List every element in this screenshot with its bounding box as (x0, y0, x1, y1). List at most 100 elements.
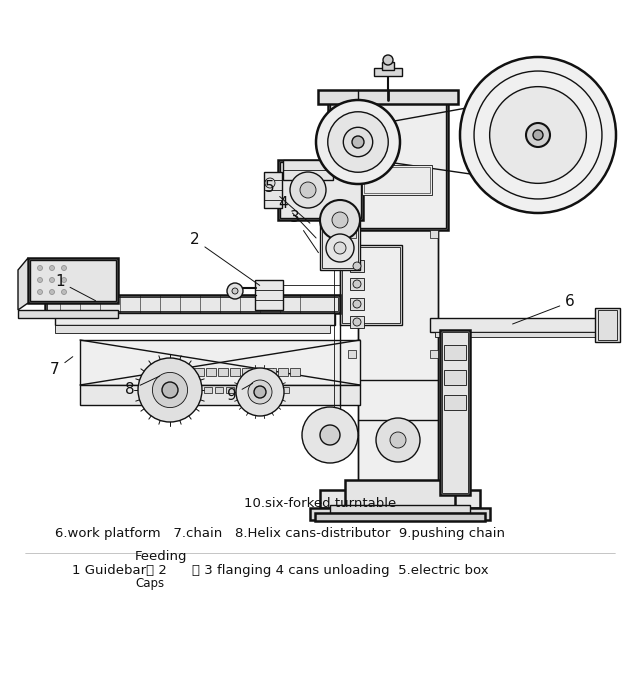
Circle shape (61, 277, 67, 283)
Bar (255, 280, 283, 310)
Bar (194, 368, 204, 376)
Bar (278, 368, 288, 376)
Bar (55, 325, 330, 333)
Circle shape (352, 136, 364, 148)
Text: 7: 7 (50, 357, 73, 378)
Bar (80, 385, 360, 405)
Text: 1 Guidebar； 2: 1 Guidebar； 2 (72, 564, 167, 577)
Text: 1: 1 (55, 275, 95, 301)
Bar (340, 245, 402, 325)
Circle shape (332, 212, 348, 228)
Circle shape (353, 318, 361, 326)
Circle shape (227, 283, 243, 299)
Bar (350, 298, 364, 310)
Bar (320, 220, 360, 270)
Bar (182, 368, 192, 376)
Bar (440, 330, 470, 495)
Bar (254, 368, 264, 376)
Circle shape (138, 358, 202, 422)
Bar (444, 395, 466, 410)
Bar (430, 318, 600, 332)
Bar (444, 345, 466, 360)
Bar (350, 316, 364, 328)
Circle shape (328, 112, 388, 172)
Circle shape (248, 380, 272, 404)
Text: Caps: Caps (135, 577, 164, 590)
Bar (204, 387, 212, 393)
Bar (30, 260, 116, 301)
Bar (382, 62, 394, 70)
Circle shape (334, 242, 346, 254)
Bar (444, 370, 466, 385)
Bar (18, 310, 118, 318)
Bar (270, 387, 278, 393)
Bar (442, 332, 468, 493)
Bar (80, 340, 360, 385)
Bar (264, 172, 282, 208)
Bar (266, 368, 276, 376)
Bar (348, 230, 356, 238)
Text: 6.work platform   7.chain   8.Helix cans-distributor  9.pushing chain: 6.work platform 7.chain 8.Helix cans-dis… (55, 527, 505, 540)
Bar (435, 332, 595, 337)
Bar (283, 160, 333, 180)
Circle shape (162, 382, 178, 398)
Text: 3: 3 (290, 210, 319, 253)
Circle shape (326, 234, 354, 262)
Bar (364, 167, 430, 193)
Circle shape (526, 123, 550, 147)
Bar (206, 368, 216, 376)
Bar (350, 260, 364, 272)
Bar (318, 90, 458, 104)
Circle shape (533, 130, 543, 140)
Bar (45, 295, 340, 313)
Bar (315, 513, 485, 521)
Bar (330, 102, 446, 228)
Circle shape (460, 57, 616, 213)
Bar (55, 313, 335, 325)
Circle shape (320, 200, 360, 240)
Bar (430, 350, 438, 358)
Circle shape (61, 266, 67, 271)
Bar (47, 297, 338, 311)
Bar (350, 278, 364, 290)
Circle shape (38, 290, 42, 294)
Circle shape (265, 178, 275, 188)
Bar (328, 100, 448, 230)
Text: 8: 8 (125, 376, 159, 397)
Bar (28, 258, 118, 303)
Circle shape (300, 182, 316, 198)
Circle shape (236, 368, 284, 416)
Bar (242, 368, 252, 376)
Circle shape (343, 127, 372, 157)
Bar (320, 490, 480, 508)
Bar (237, 387, 245, 393)
Text: 2: 2 (190, 233, 260, 285)
Bar (430, 230, 438, 238)
Circle shape (376, 418, 420, 462)
Bar (330, 505, 470, 513)
Bar (290, 368, 300, 376)
Text: 6: 6 (513, 294, 575, 324)
Text: 9: 9 (227, 383, 253, 403)
Bar (248, 387, 256, 393)
Text: 5: 5 (265, 180, 310, 223)
Text: Feeding: Feeding (135, 550, 188, 563)
Text: 10.six-forked turntable: 10.six-forked turntable (244, 497, 396, 510)
Circle shape (49, 290, 54, 294)
Bar (322, 222, 358, 268)
Circle shape (490, 87, 586, 183)
Circle shape (320, 425, 340, 445)
Circle shape (61, 290, 67, 294)
Circle shape (38, 266, 42, 271)
Bar (259, 387, 267, 393)
Bar (280, 162, 361, 218)
Circle shape (254, 386, 266, 398)
Bar (215, 387, 223, 393)
Bar (230, 368, 240, 376)
Circle shape (316, 100, 400, 184)
Polygon shape (18, 258, 28, 310)
Circle shape (353, 300, 361, 308)
Bar (374, 68, 402, 76)
Text: ； 3 flanging 4 cans unloading  5.electric box: ； 3 flanging 4 cans unloading 5.electric… (192, 564, 488, 577)
Bar (598, 310, 617, 340)
